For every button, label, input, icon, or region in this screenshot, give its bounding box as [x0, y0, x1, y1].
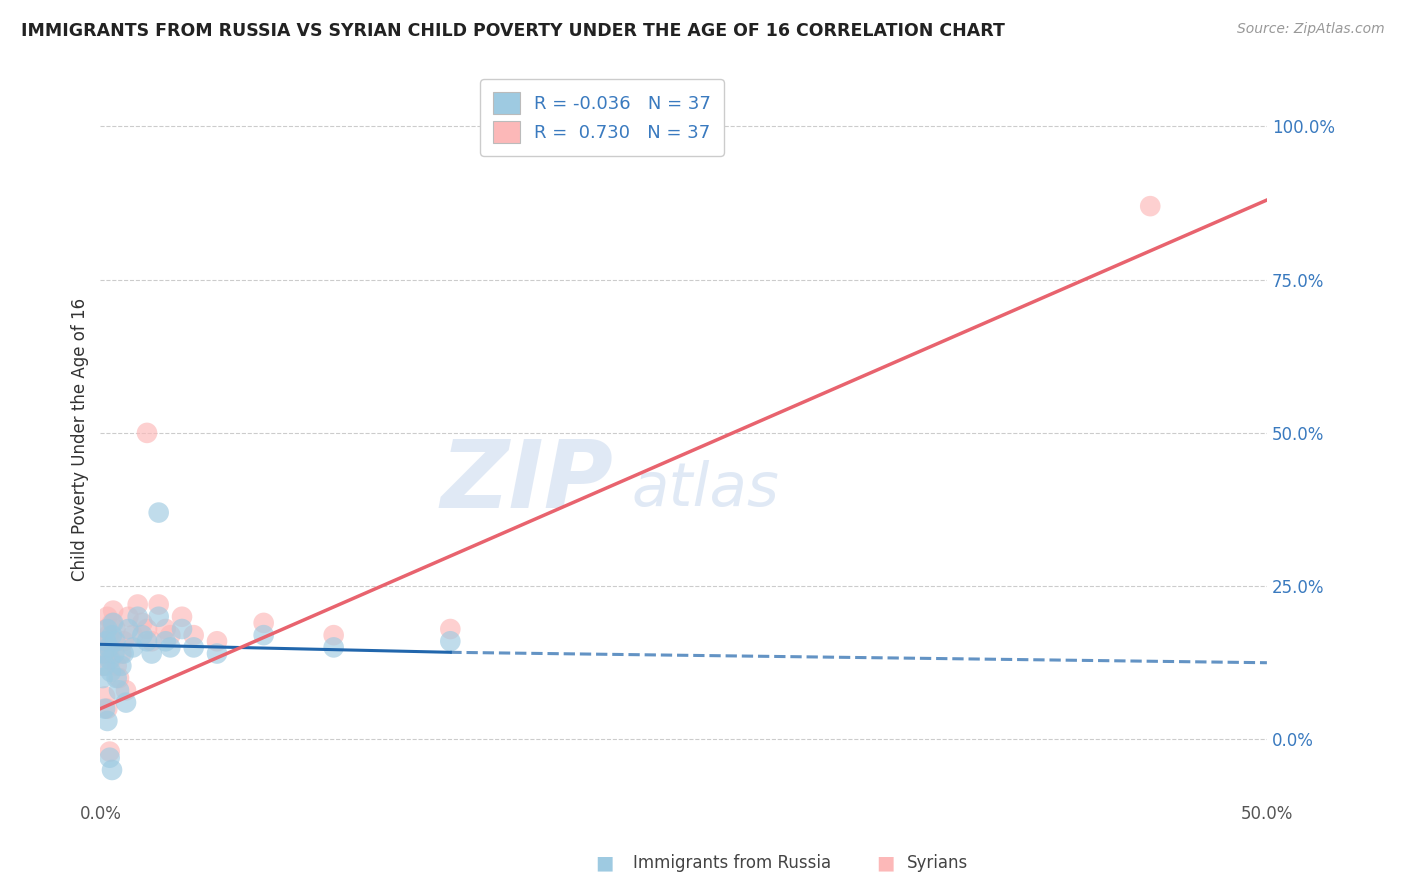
Point: [205, 647, 228, 661]
Point: [94, 701, 117, 715]
Point: [91, 658, 114, 673]
Point: [131, 615, 153, 630]
Point: [322, 640, 344, 655]
Point: [115, 696, 138, 710]
Legend: R = -0.036   N = 37, R =  0.730   N = 37: R = -0.036 N = 37, R = 0.730 N = 37: [479, 79, 724, 156]
Point: [117, 609, 139, 624]
Point: [117, 622, 139, 636]
Point: [205, 634, 228, 648]
Point: [155, 634, 177, 648]
Text: ZIP: ZIP: [440, 436, 613, 528]
Point: [148, 506, 170, 520]
Point: [170, 609, 193, 624]
Point: [115, 683, 138, 698]
Point: [136, 425, 159, 440]
Point: [100, 665, 122, 679]
Point: [122, 640, 145, 655]
Point: [104, 634, 127, 648]
Text: ■: ■: [876, 854, 896, 872]
Point: [96, 714, 118, 728]
Point: [110, 647, 132, 661]
Point: [253, 628, 276, 642]
Point: [1139, 199, 1161, 213]
Point: [439, 634, 461, 648]
Point: [93, 634, 115, 648]
Point: [101, 763, 124, 777]
Point: [103, 647, 125, 661]
Point: [94, 690, 117, 704]
Point: [105, 671, 128, 685]
Point: [100, 653, 122, 667]
Point: [253, 615, 276, 630]
Text: Source: ZipAtlas.com: Source: ZipAtlas.com: [1237, 22, 1385, 37]
Point: [104, 622, 127, 636]
Point: [108, 683, 131, 698]
Point: [159, 628, 181, 642]
Text: ■: ■: [595, 854, 614, 872]
Point: [112, 634, 135, 648]
Point: [98, 750, 121, 764]
Point: [136, 622, 159, 636]
Point: [112, 647, 135, 661]
Point: [96, 609, 118, 624]
Point: [322, 628, 344, 642]
Point: [439, 622, 461, 636]
Point: [148, 598, 170, 612]
Text: IMMIGRANTS FROM RUSSIA VS SYRIAN CHILD POVERTY UNDER THE AGE OF 16 CORRELATION C: IMMIGRANTS FROM RUSSIA VS SYRIAN CHILD P…: [21, 22, 1005, 40]
Point: [98, 640, 121, 655]
Point: [97, 628, 120, 642]
Point: [131, 628, 153, 642]
Text: Syrians: Syrians: [907, 855, 969, 872]
Point: [103, 634, 125, 648]
Point: [93, 647, 115, 661]
Point: [127, 598, 149, 612]
Point: [105, 658, 128, 673]
Point: [94, 658, 117, 673]
Point: [101, 628, 124, 642]
Point: [96, 701, 118, 715]
Point: [96, 622, 118, 636]
Point: [127, 609, 149, 624]
Point: [108, 671, 131, 685]
Point: [96, 622, 118, 636]
Y-axis label: Child Poverty Under the Age of 16: Child Poverty Under the Age of 16: [72, 297, 89, 581]
Point: [159, 640, 181, 655]
Point: [103, 604, 125, 618]
Point: [183, 628, 205, 642]
Point: [110, 658, 132, 673]
Point: [101, 615, 124, 630]
Point: [94, 647, 117, 661]
Point: [148, 609, 170, 624]
Point: [98, 653, 121, 667]
Point: [91, 671, 114, 685]
Point: [103, 615, 125, 630]
Point: [97, 640, 120, 655]
Point: [136, 634, 159, 648]
Text: atlas: atlas: [631, 460, 779, 519]
Point: [155, 622, 177, 636]
Point: [122, 628, 145, 642]
Point: [98, 745, 121, 759]
Point: [96, 634, 118, 648]
Point: [141, 647, 163, 661]
Point: [141, 634, 163, 648]
Text: Immigrants from Russia: Immigrants from Russia: [633, 855, 831, 872]
Point: [183, 640, 205, 655]
Point: [170, 622, 193, 636]
